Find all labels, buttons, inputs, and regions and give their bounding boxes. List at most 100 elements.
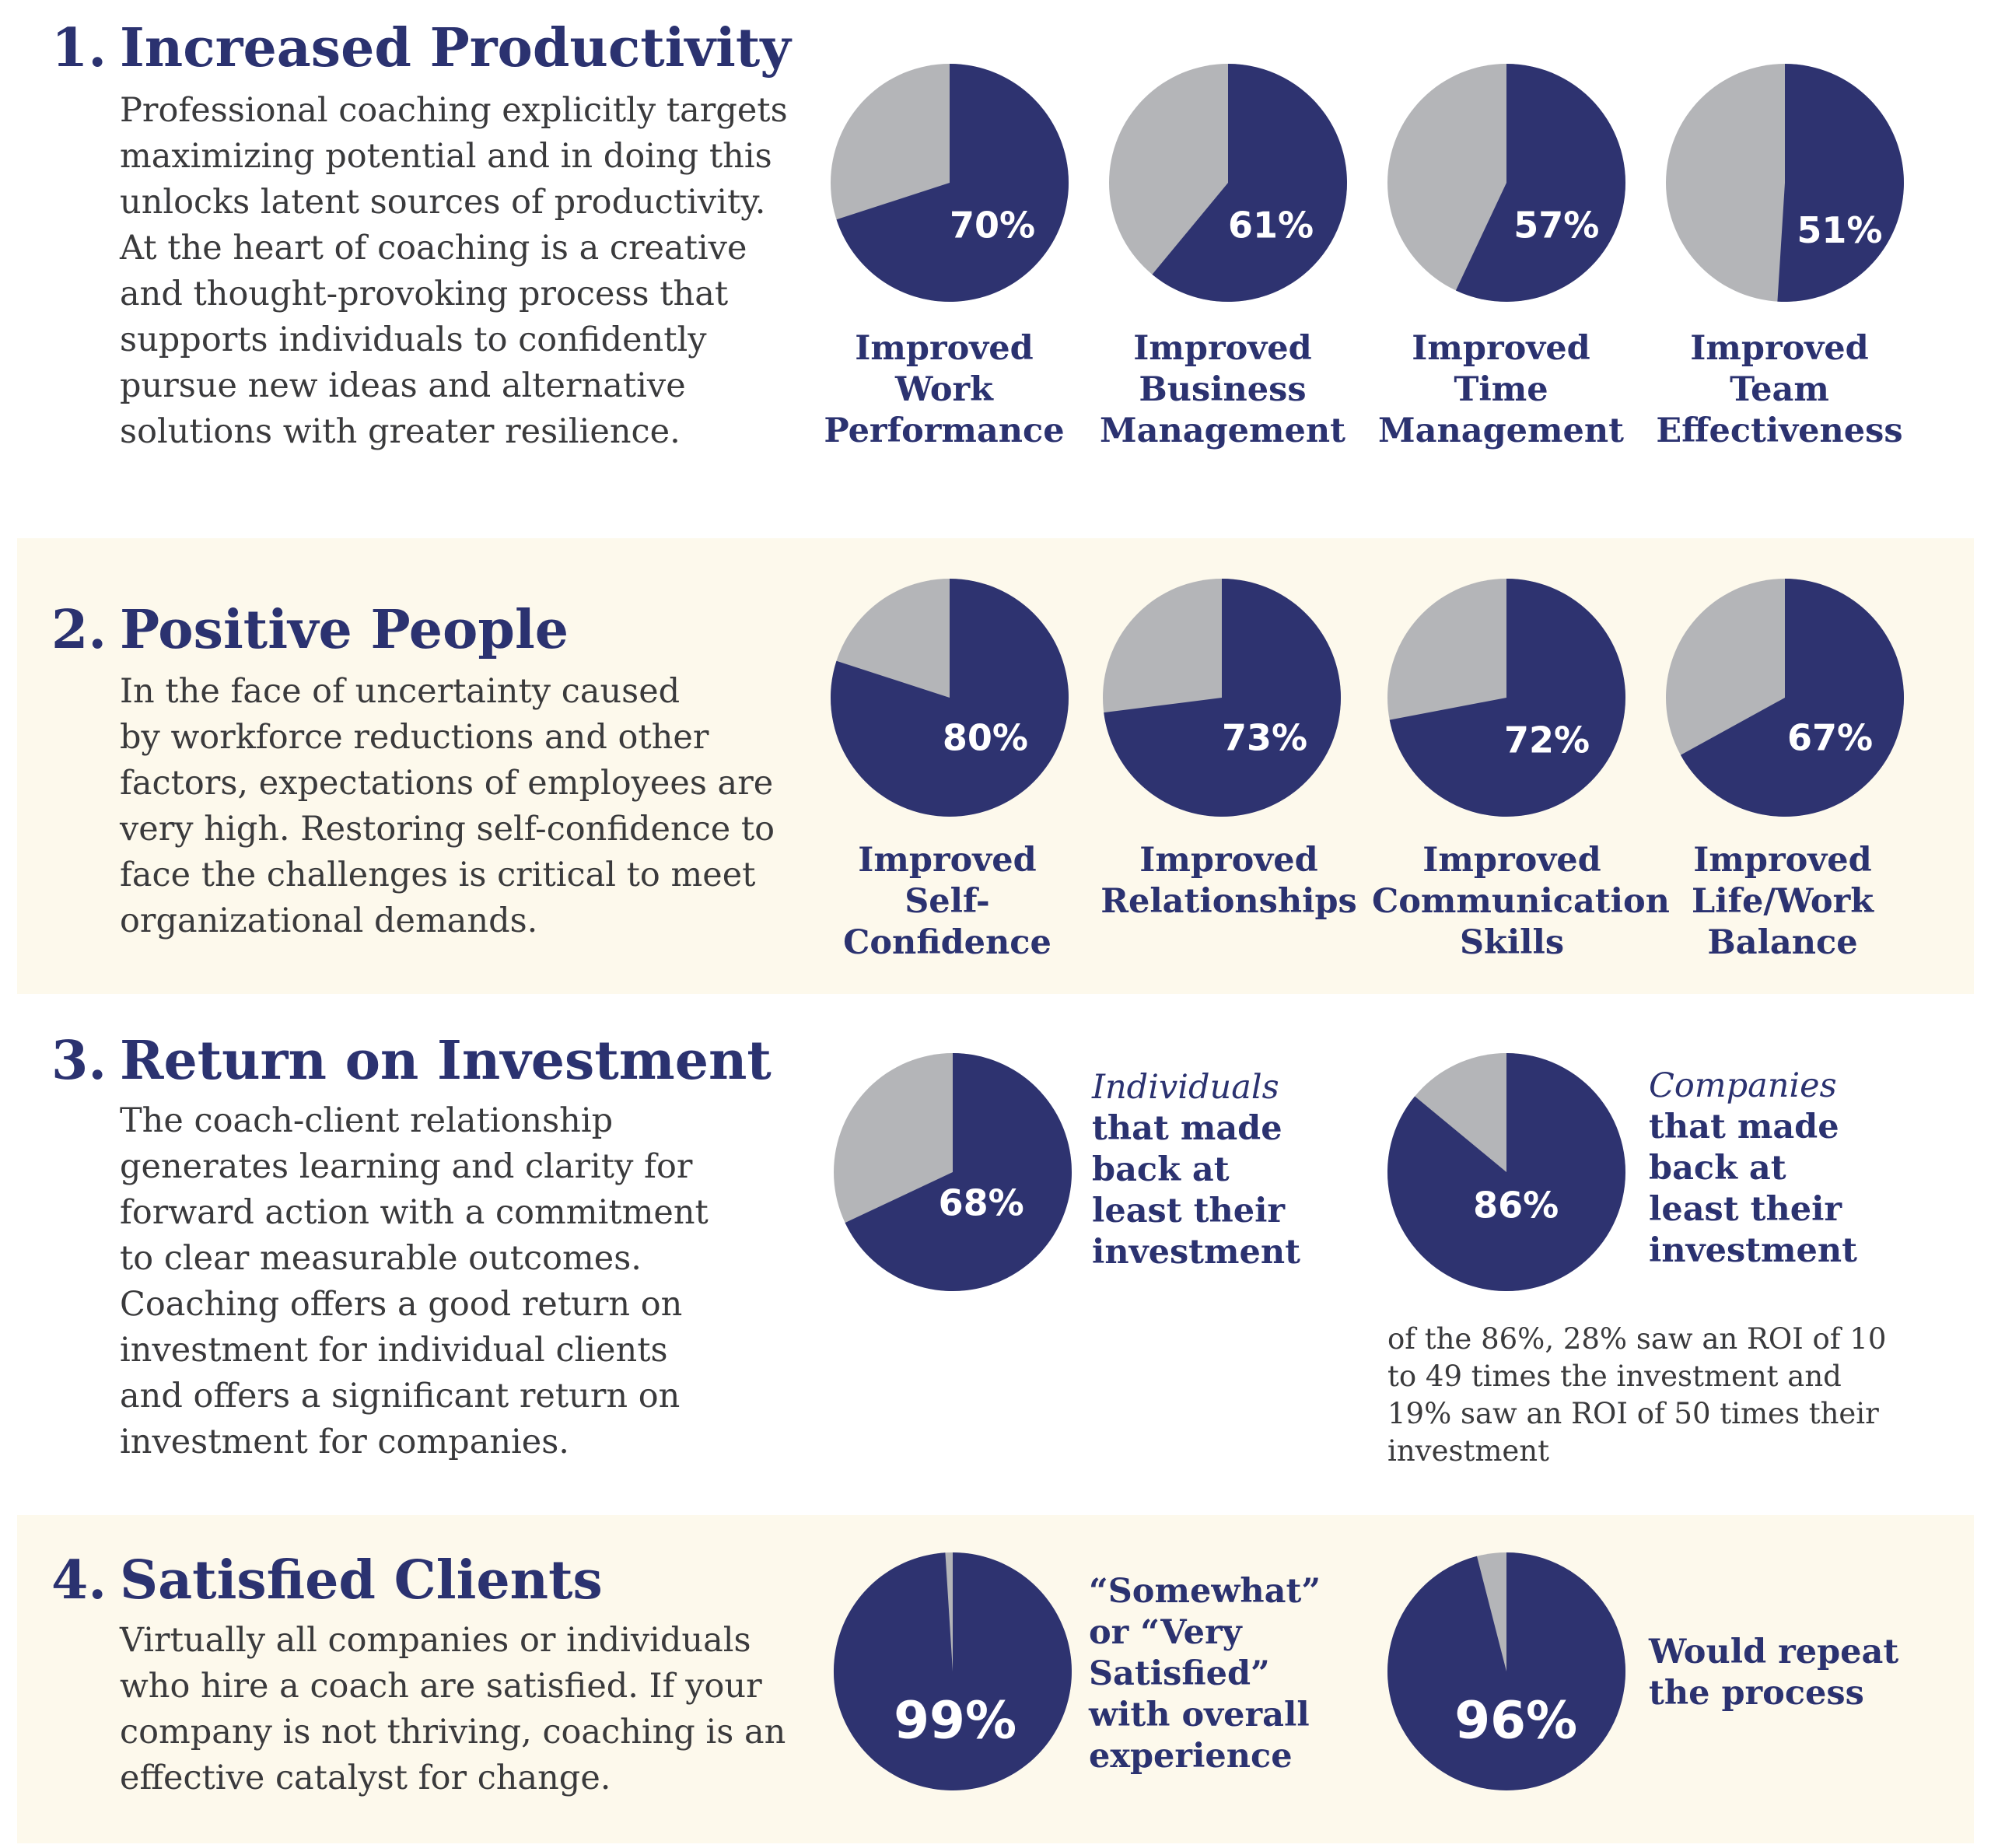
body-line: to clear measurable outcomes.	[120, 1239, 642, 1278]
label-line: back at	[1649, 1149, 1786, 1188]
pie-slice	[1387, 1552, 1626, 1790]
section-1-body: Professional coaching explicitly targets…	[120, 88, 788, 455]
side-label: Would repeat the process	[1649, 1632, 1898, 1714]
section-3-body: The coach-client relationship generates …	[120, 1098, 709, 1465]
body-line: by workforce reductions and other	[120, 718, 709, 757]
body-line: pursue new ideas and alternative	[120, 366, 686, 405]
label-line: Companies	[1649, 1066, 1837, 1105]
body-line: Coaching offers a good return on	[120, 1285, 683, 1324]
section-4-heading: 4. Satisfied Clients	[51, 1554, 603, 1607]
pie-slice	[831, 579, 1069, 817]
label-line: Balance	[1707, 923, 1858, 962]
label-line: Work	[895, 370, 993, 409]
side-label: Companies that made back at least their …	[1649, 1066, 1857, 1272]
body-line: forward action with a commitment	[120, 1193, 709, 1232]
body-line: factors, expectations of employees are	[120, 764, 774, 803]
pie-value-label: 67%	[1787, 717, 1873, 759]
body-line: and offers a significant return on	[120, 1377, 681, 1416]
pie-chart: 86%	[1387, 1053, 1625, 1291]
label-line: Life/Work	[1691, 882, 1874, 921]
section-number: 1.	[51, 17, 107, 79]
pie-label: Improved Work Performance	[804, 328, 1084, 452]
label-line: Improved	[1139, 841, 1318, 880]
body-line: effective catalyst for change.	[120, 1759, 611, 1797]
body-line: Professional coaching explicitly targets	[120, 91, 788, 130]
pie-value-label: 80%	[943, 717, 1028, 759]
label-line: Time	[1454, 370, 1548, 409]
pie-value-label: 86%	[1473, 1184, 1559, 1226]
label-line: Improved	[1412, 329, 1590, 368]
pie-chart: 51%	[1666, 64, 1904, 302]
body-line: who hire a coach are satisfied. If your	[120, 1667, 762, 1706]
body-line: face the challenges is critical to meet	[120, 856, 756, 894]
body-line: very high. Restoring self-confidence to	[120, 810, 775, 849]
label-line: Business	[1139, 370, 1307, 409]
label-line: Team	[1730, 370, 1829, 409]
label-line: Management	[1378, 411, 1624, 450]
section-4-body: Virtually all companies or individuals w…	[120, 1618, 786, 1801]
pie-slice	[1389, 579, 1625, 817]
section-title: Satisfied Clients	[120, 1549, 603, 1612]
section-2-body: In the face of uncertainty caused by wor…	[120, 669, 775, 944]
body-line: investment for companies.	[120, 1423, 569, 1461]
body-line: investment for individual clients	[120, 1331, 668, 1370]
body-line: unlocks latent sources of productivity.	[120, 183, 766, 222]
side-label: “Somewhat” or “Very Satisfied” with over…	[1089, 1571, 1321, 1777]
body-line: solutions with greater resilience.	[120, 412, 681, 451]
body-line: Virtually all companies or individuals	[120, 1621, 751, 1660]
label-line: that made	[1092, 1109, 1282, 1148]
side-label: Individuals that made back at least thei…	[1092, 1067, 1300, 1273]
section-number: 2.	[51, 599, 107, 661]
pie-slice	[1777, 64, 1904, 302]
pie-value-label: 72%	[1504, 719, 1590, 761]
pie-label: Improved Life/Work Balance	[1643, 840, 1923, 964]
label-line: Improved	[1690, 329, 1869, 368]
body-line: The coach-client relationship	[120, 1101, 614, 1140]
section-3-heading: 3. Return on Investment	[51, 1034, 772, 1087]
pie-label: Improved Self- Confidence	[807, 840, 1087, 964]
pie-label: Improved Communication Skills	[1372, 840, 1670, 964]
body-line: organizational demands.	[120, 901, 538, 940]
pie-chart: 70%	[831, 64, 1069, 302]
label-line: “Somewhat”	[1089, 1572, 1321, 1611]
note-line: 19% saw an ROI of 50 times their	[1387, 1397, 1879, 1430]
pie-slice	[833, 1552, 1072, 1790]
pie-value-label: 57%	[1513, 205, 1599, 247]
body-line: At the heart of coaching is a creative	[120, 229, 747, 268]
label-line: or “Very	[1089, 1613, 1242, 1652]
pie-value-label: 51%	[1797, 209, 1882, 251]
label-line: Would repeat	[1649, 1633, 1899, 1671]
body-line: maximizing potential and in doing this	[120, 137, 772, 176]
pie-chart: 57%	[1387, 64, 1626, 302]
section-title: Return on Investment	[120, 1030, 772, 1092]
label-line: Confidence	[843, 923, 1051, 962]
pie-label: Improved Business Management	[1083, 328, 1363, 452]
pie-value-label: 99%	[894, 1690, 1016, 1750]
pie-chart: 67%	[1666, 579, 1905, 817]
section-number: 3.	[51, 1030, 107, 1092]
label-line: investment	[1092, 1233, 1300, 1272]
label-line: Individuals	[1092, 1068, 1279, 1107]
label-line: with overall	[1089, 1696, 1310, 1734]
pie-chart: 99%	[833, 1552, 1072, 1790]
label-line: Improved	[1422, 841, 1601, 880]
body-line: supports individuals to confidently	[120, 320, 707, 359]
pie-label: Improved Time Management	[1361, 328, 1641, 452]
body-line: In the face of uncertainty caused	[120, 672, 681, 711]
label-line: Management	[1100, 411, 1345, 450]
pie-slice	[836, 64, 1069, 302]
label-line: least their	[1649, 1190, 1842, 1229]
body-line: generates learning and clarity for	[120, 1147, 693, 1186]
pie-chart: 73%	[1103, 579, 1342, 817]
body-line: company is not thriving, coaching is an	[120, 1713, 786, 1752]
section-title: Increased Productivity	[120, 17, 791, 79]
section-title: Positive People	[120, 599, 569, 661]
label-line: Relationships	[1100, 882, 1357, 921]
body-line: and thought-provoking process that	[120, 275, 729, 313]
pie-slice	[1387, 1053, 1625, 1291]
label-line: Improved	[858, 841, 1037, 880]
pie-slice	[1104, 579, 1342, 817]
label-line: the process	[1649, 1674, 1864, 1713]
label-line: Improved	[855, 329, 1034, 368]
note-line: to 49 times the investment and	[1387, 1360, 1842, 1393]
